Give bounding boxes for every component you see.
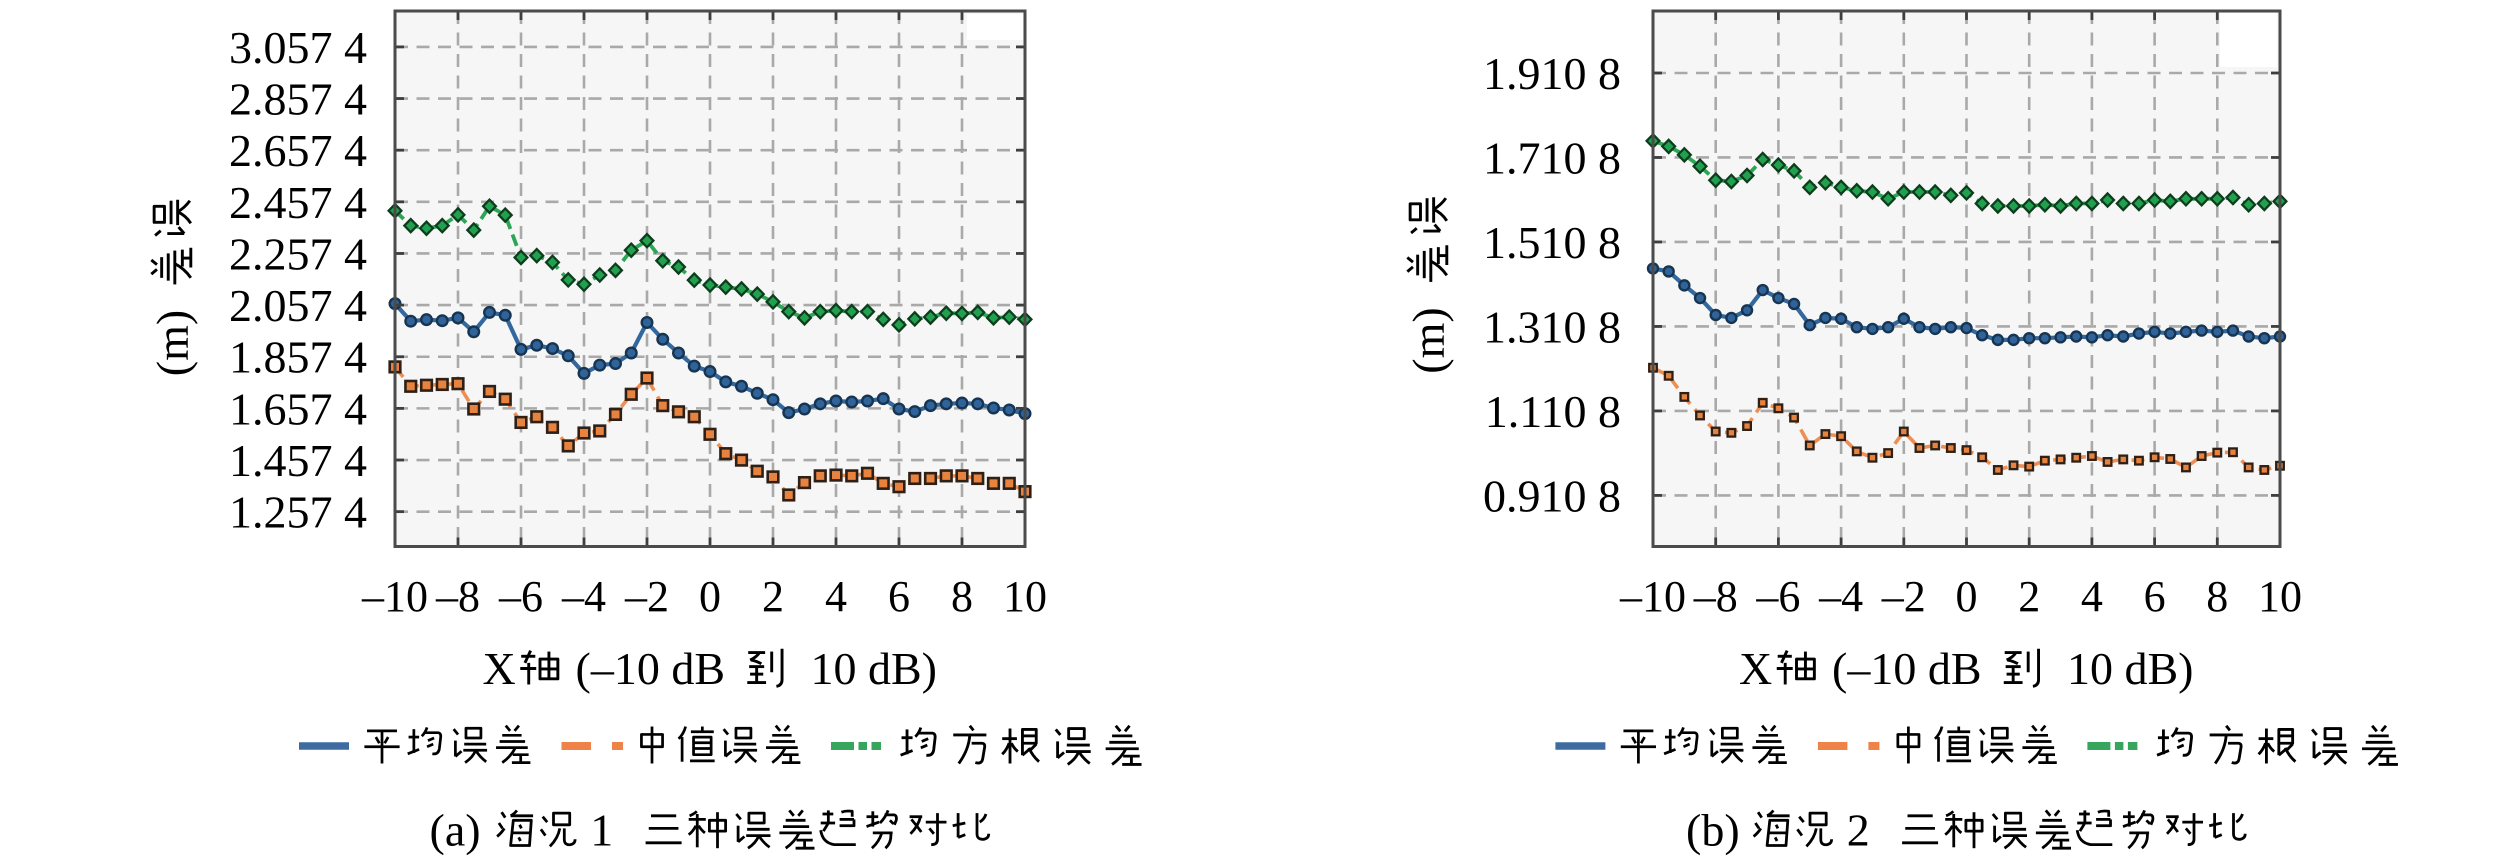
svg-text:2: 2 <box>2018 572 2040 621</box>
svg-text:–2: –2 <box>624 572 669 621</box>
svg-text:2: 2 <box>762 572 784 621</box>
svg-text:–8: –8 <box>435 572 480 621</box>
svg-text:10 dB): 10 dB) <box>2067 643 2194 694</box>
svg-text:1.910 8: 1.910 8 <box>1483 48 1621 99</box>
svg-text:–2: –2 <box>1881 572 1926 621</box>
svg-text:1.510 8: 1.510 8 <box>1483 217 1621 268</box>
svg-text:–10: –10 <box>361 572 428 621</box>
svg-text:1.310 8: 1.310 8 <box>1483 301 1621 352</box>
svg-text:2.657 4: 2.657 4 <box>229 125 367 176</box>
svg-text:(a): (a) <box>430 805 481 856</box>
svg-text:2: 2 <box>1847 805 1870 856</box>
svg-text:2.457 4: 2.457 4 <box>229 177 367 228</box>
svg-text:0: 0 <box>699 572 721 621</box>
svg-text:3.057 4: 3.057 4 <box>229 22 367 73</box>
svg-text:X: X <box>1739 643 1772 694</box>
svg-text:2.057 4: 2.057 4 <box>229 280 367 331</box>
svg-text:8: 8 <box>2206 572 2228 621</box>
svg-text:–6: –6 <box>1755 572 1800 621</box>
svg-text:6: 6 <box>2144 572 2166 621</box>
svg-text:1.857 4: 1.857 4 <box>229 332 367 383</box>
svg-text:(–10 dB: (–10 dB <box>1832 643 1982 694</box>
svg-text:1: 1 <box>590 805 613 856</box>
svg-text:2.257 4: 2.257 4 <box>229 228 367 279</box>
svg-text:X: X <box>483 643 516 694</box>
svg-text:–4: –4 <box>561 572 606 621</box>
svg-text:0.910 8: 0.910 8 <box>1483 470 1621 521</box>
svg-text:10: 10 <box>2258 572 2302 621</box>
svg-text:–10: –10 <box>1619 572 1686 621</box>
svg-text:2.857 4: 2.857 4 <box>229 74 367 125</box>
svg-text:0: 0 <box>1956 572 1978 621</box>
svg-text:(m): (m) <box>1403 307 1454 373</box>
svg-text:(m): (m) <box>147 310 198 376</box>
svg-text:4: 4 <box>2081 572 2103 621</box>
svg-text:1.110 8: 1.110 8 <box>1485 386 1621 437</box>
svg-text:–6: –6 <box>498 572 543 621</box>
svg-text:6: 6 <box>888 572 910 621</box>
svg-text:–8: –8 <box>1693 572 1738 621</box>
svg-text:1.257 4: 1.257 4 <box>229 487 367 538</box>
svg-text:10: 10 <box>1003 572 1047 621</box>
svg-text:10 dB): 10 dB) <box>811 643 938 694</box>
svg-text:1.457 4: 1.457 4 <box>229 435 367 486</box>
svg-text:(–10 dB: (–10 dB <box>576 643 726 694</box>
svg-text:–4: –4 <box>1818 572 1863 621</box>
svg-text:8: 8 <box>951 572 973 621</box>
svg-text:1.657 4: 1.657 4 <box>229 383 367 434</box>
svg-text:(b): (b) <box>1686 805 1740 856</box>
svg-text:4: 4 <box>825 572 847 621</box>
svg-text:1.710 8: 1.710 8 <box>1483 132 1621 183</box>
